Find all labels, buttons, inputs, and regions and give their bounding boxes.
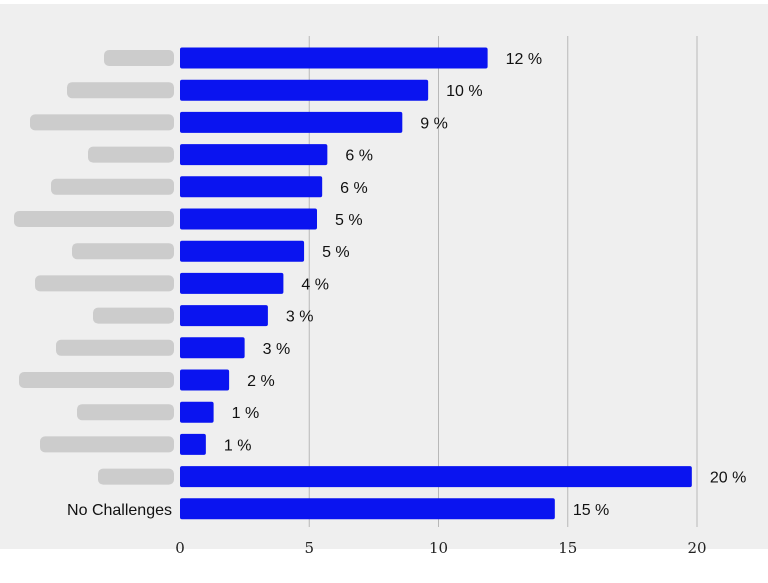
bar: [180, 240, 305, 262]
category-label-redacted: [51, 178, 174, 195]
value-label: 12 %: [506, 51, 542, 68]
value-label: 10 %: [446, 83, 482, 100]
category-label-redacted: [98, 468, 174, 485]
bar: [180, 337, 245, 359]
bar: [180, 305, 268, 327]
x-tick-label: 20: [687, 539, 706, 557]
category-label-redacted: [30, 114, 174, 131]
bar: [180, 498, 555, 520]
x-tick-label: 5: [304, 539, 314, 557]
bar: [180, 272, 284, 294]
value-label: 5 %: [322, 244, 350, 261]
bar: [180, 466, 692, 488]
category-label-redacted: [40, 436, 174, 453]
x-axis-ticks: 0 5 10 15 20: [175, 539, 706, 557]
bar: [180, 79, 429, 101]
category-label-redacted: [104, 50, 174, 66]
value-label: 3 %: [286, 309, 314, 326]
value-label: 6 %: [345, 148, 373, 165]
category-label-redacted: [72, 243, 174, 260]
category-label-redacted: [67, 82, 174, 99]
x-tick-label: 10: [429, 539, 448, 557]
value-label: 20 %: [710, 470, 746, 487]
category-label-redacted: [19, 372, 174, 388]
category-label-redacted: [35, 275, 174, 292]
bar: [180, 369, 230, 391]
bar: [180, 144, 328, 166]
bar: [180, 401, 214, 423]
bar: [180, 176, 323, 198]
category-label: No Challenges: [67, 502, 172, 519]
bars: [180, 47, 692, 520]
value-label: 9 %: [420, 115, 448, 132]
bar: [180, 47, 488, 69]
value-label: 6 %: [340, 180, 368, 197]
category-label-redacted: [77, 404, 174, 421]
bar: [180, 433, 206, 455]
bar: [180, 111, 403, 133]
value-label: 3 %: [263, 341, 291, 358]
category-label-redacted: [93, 307, 174, 324]
value-label: 1 %: [224, 437, 252, 454]
value-label: 4 %: [301, 276, 329, 293]
category-label-redacted: [14, 211, 174, 227]
value-label: 1 %: [232, 405, 260, 422]
x-tick-label: 0: [175, 539, 185, 557]
x-tick-label: 15: [558, 539, 577, 557]
category-label-redacted: [88, 146, 174, 163]
value-label: 15 %: [573, 502, 609, 519]
category-label-redacted: [56, 339, 174, 356]
value-label: 2 %: [247, 373, 275, 390]
category-labels: No Challenges: [14, 50, 174, 519]
bar: [180, 208, 318, 230]
value-labels: 12 % 10 % 9 % 6 % 6 % 5 % 5 % 4 % 3 % 3 % 2 % 1 % 1 …: [224, 51, 746, 519]
value-label: 5 %: [335, 212, 363, 229]
